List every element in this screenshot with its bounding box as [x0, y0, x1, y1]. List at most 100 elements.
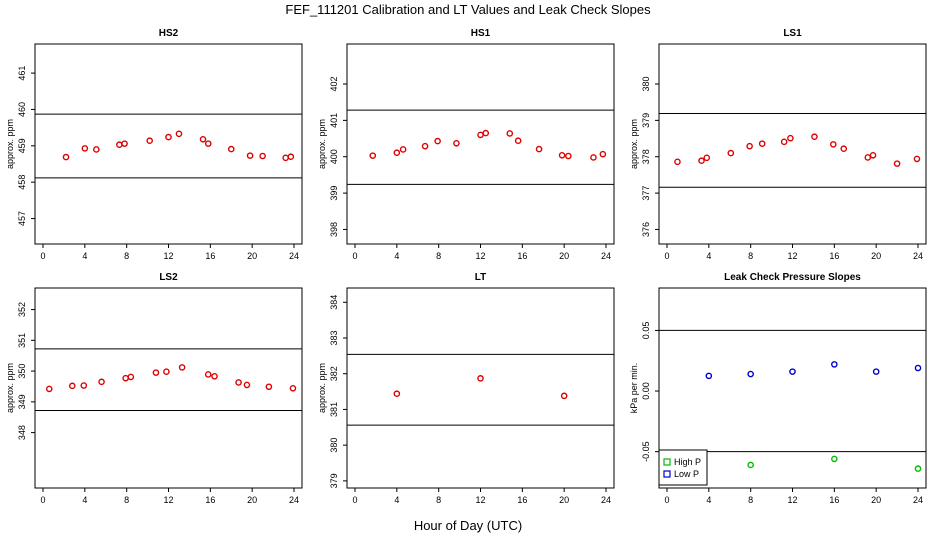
x-tick-label: 20 — [559, 251, 569, 261]
y-tick-label: 381 — [329, 402, 339, 417]
x-tick-label: 4 — [82, 251, 87, 261]
x-tick-label: 24 — [913, 251, 923, 261]
x-axis-title: Hour of Day (UTC) — [413, 518, 523, 533]
data-point — [98, 378, 105, 386]
data-point — [265, 383, 273, 391]
data-point — [893, 160, 901, 167]
x-tick-label: 16 — [829, 251, 839, 261]
data-point — [80, 382, 88, 389]
data-point — [163, 368, 170, 375]
y-tick-label: 379 — [641, 113, 651, 128]
data-point — [246, 152, 254, 159]
data-point — [175, 130, 183, 138]
x-tick-label: 4 — [706, 495, 711, 505]
data-point — [565, 152, 572, 160]
legend-label: Low P — [674, 469, 699, 479]
x-tick-label: 24 — [913, 495, 923, 505]
data-point — [121, 140, 128, 147]
data-point — [282, 154, 289, 162]
data-point — [204, 140, 212, 147]
y-tick-label: 399 — [329, 186, 339, 201]
data-point — [204, 371, 212, 378]
x-tick-label: 16 — [517, 251, 527, 261]
x-tick-label: 4 — [82, 495, 87, 505]
y-tick-label: 458 — [17, 175, 27, 190]
data-point — [243, 381, 251, 389]
x-tick-label: 12 — [475, 251, 485, 261]
panel-hs1: HS1 0 4 8 12 16 20 24 398 399 400 401 402 approx. ppm — [317, 28, 615, 261]
y-tick-label: 380 — [329, 438, 339, 453]
data-point — [81, 145, 89, 152]
x-tick-label: 8 — [124, 251, 129, 261]
data-point — [914, 465, 922, 472]
y-tick-label: 383 — [329, 330, 339, 345]
data-point — [199, 135, 207, 143]
data-point — [152, 369, 160, 376]
y-tick-label: 376 — [641, 222, 651, 237]
data-point — [599, 150, 607, 158]
y-tick-label: 382 — [329, 366, 339, 381]
x-tick-label: 20 — [559, 495, 569, 505]
x-tick-label: 8 — [748, 495, 753, 505]
data-point — [165, 133, 172, 141]
y-tick-label: 349 — [17, 394, 27, 409]
data-point — [477, 375, 484, 382]
y-tick-label: 352 — [17, 302, 27, 317]
x-tick-label: 16 — [205, 251, 215, 261]
data-point — [747, 370, 754, 378]
y-tick-label: 0.00 — [641, 382, 651, 400]
data-point — [831, 361, 838, 368]
x-tick-label: 12 — [163, 495, 173, 505]
y-tick-label: 400 — [329, 149, 339, 164]
y-tick-label: 379 — [329, 473, 339, 488]
data-point — [913, 155, 921, 163]
x-tick-label: 0 — [40, 495, 45, 505]
x-tick-label: 16 — [517, 495, 527, 505]
data-point — [864, 154, 872, 161]
data-point — [93, 146, 100, 153]
y-tick-label: 459 — [17, 138, 27, 153]
data-point — [259, 152, 266, 160]
y-tick-label: 460 — [17, 102, 27, 117]
data-point — [698, 157, 705, 165]
data-point — [393, 390, 401, 398]
x-tick-label: 20 — [871, 495, 881, 505]
data-point — [62, 153, 70, 161]
y-tick-label: 398 — [329, 222, 339, 237]
data-point — [674, 158, 681, 166]
data-point — [560, 392, 568, 400]
data-point — [482, 129, 490, 137]
data-point — [289, 385, 297, 392]
data-point — [127, 373, 135, 381]
x-tick-label: 20 — [247, 251, 257, 261]
x-tick-label: 0 — [40, 251, 45, 261]
data-point — [590, 154, 597, 161]
x-tick-label: 8 — [436, 495, 441, 505]
figure-title: FEF_111201 Calibration and LT Values and… — [285, 2, 651, 17]
plot-frame — [34, 43, 303, 245]
x-tick-label: 0 — [664, 495, 669, 505]
data-point — [369, 152, 377, 159]
plot-frame — [658, 43, 927, 245]
data-point — [727, 149, 735, 157]
data-point — [780, 138, 788, 146]
legend-label: High P — [674, 457, 701, 467]
data-point — [758, 140, 766, 147]
data-point — [558, 151, 566, 159]
data-point — [514, 137, 522, 145]
y-tick-label: 402 — [329, 76, 339, 91]
x-tick-label: 0 — [352, 495, 357, 505]
data-point — [227, 145, 235, 153]
y-tick-label: 378 — [641, 149, 651, 164]
data-point — [211, 373, 218, 380]
x-tick-label: 24 — [289, 251, 299, 261]
data-point — [434, 137, 441, 145]
panel-ls2: LS2 0 4 8 12 16 20 24 348 349 350 351 352 approx. ppm — [5, 272, 303, 505]
panel-title: LS2 — [159, 272, 178, 283]
x-tick-label: 12 — [475, 495, 485, 505]
panel-title: LT — [475, 272, 486, 283]
data-point — [829, 141, 837, 148]
y-axis-label: approx. ppm — [5, 363, 15, 413]
y-tick-label: 351 — [17, 333, 27, 348]
y-tick-label: 401 — [329, 113, 339, 128]
